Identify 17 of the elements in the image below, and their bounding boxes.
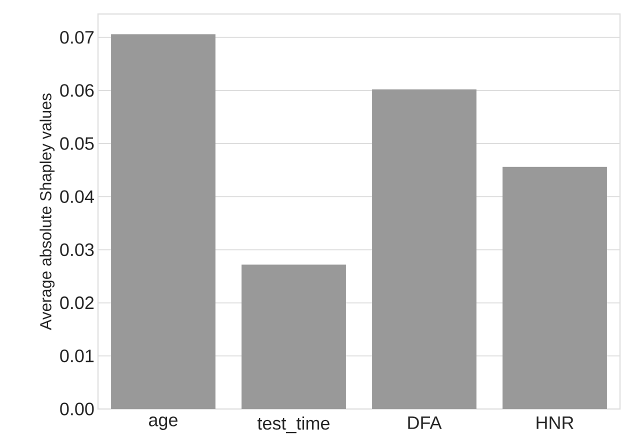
y-tick-label: 0.05 (60, 137, 94, 150)
y-tick-label: 0.01 (60, 350, 94, 362)
y-axis-title: Average absolute Shapley values (40, 94, 55, 330)
x-tick-label: HNR (536, 416, 574, 429)
y-tick-label: 0.00 (60, 402, 94, 416)
y-tick-label: 0.04 (60, 190, 94, 203)
y-tick-label: 0.02 (60, 296, 94, 310)
bar (502, 166, 607, 409)
y-tick-label: 0.06 (60, 84, 94, 97)
bar (242, 264, 346, 409)
y-tick-label: 0.03 (60, 243, 94, 256)
y-tick-label: 0.07 (60, 30, 94, 44)
x-tick-label: age (149, 416, 178, 430)
bar (111, 34, 216, 409)
x-tick-label: test_time (258, 416, 330, 434)
bar (372, 89, 476, 409)
x-tick-label: DFA (408, 416, 442, 429)
